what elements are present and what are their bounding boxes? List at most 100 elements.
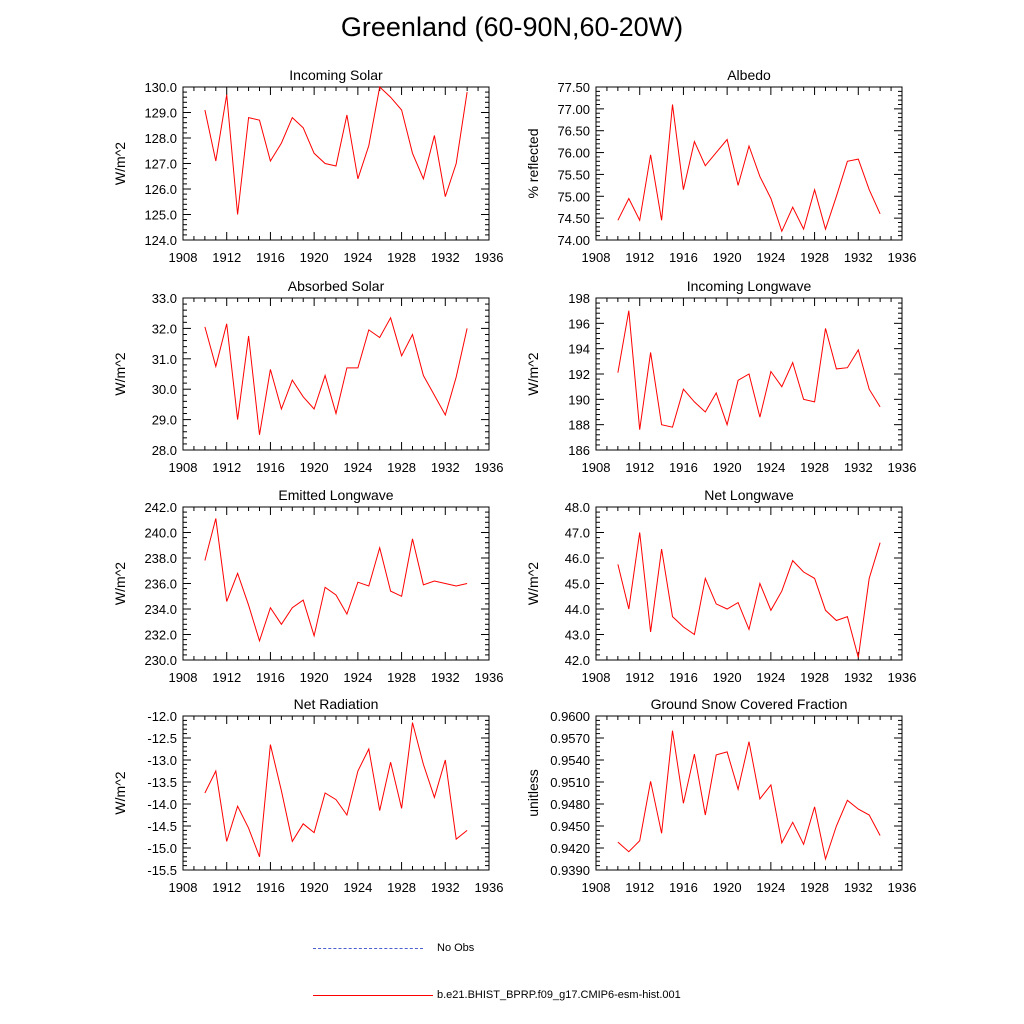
x-tick-label: 1912	[625, 460, 654, 475]
y-tick-label: 130.0	[144, 80, 177, 95]
x-tick-label: 1912	[212, 250, 241, 265]
y-tick-label: 30.0	[152, 382, 177, 397]
plot-frame	[182, 297, 490, 451]
panel-title: Emitted Longwave	[278, 487, 393, 503]
x-tick-label: 1936	[888, 460, 917, 475]
x-tick-label: 1920	[713, 880, 742, 895]
y-tick-label: 236.0	[144, 577, 177, 592]
y-tick-label: -15.5	[147, 863, 177, 878]
x-tick-label: 1924	[343, 250, 372, 265]
y-tick-label: 45.0	[565, 577, 590, 592]
y-tick-label: 32.0	[152, 321, 177, 336]
y-tick-label: 194	[568, 342, 590, 357]
legend-line-model	[313, 995, 433, 996]
y-tick-label: 74.00	[557, 233, 590, 248]
y-tick-label: 77.50	[557, 80, 590, 95]
x-tick-label: 1920	[300, 670, 329, 685]
y-tick-label: 129.0	[144, 106, 177, 121]
x-tick-label: 1912	[212, 670, 241, 685]
x-tick-label: 1920	[300, 460, 329, 475]
x-tick-label: 1916	[256, 250, 285, 265]
series-line	[617, 310, 881, 430]
x-tick-label: 1912	[625, 880, 654, 895]
y-tick-label: 196	[568, 316, 590, 331]
y-tick-label: 127.0	[144, 157, 177, 172]
panel-title: Absorbed Solar	[288, 278, 385, 294]
x-tick-label: 1936	[888, 880, 917, 895]
x-tick-label: 1908	[169, 670, 198, 685]
y-tick-label: 0.9510	[550, 775, 590, 790]
y-tick-label: 75.50	[557, 167, 590, 182]
x-tick-label: 1908	[169, 880, 198, 895]
x-tick-label: 1924	[756, 670, 785, 685]
x-tick-label: 1924	[343, 460, 372, 475]
y-tick-label: 0.9570	[550, 731, 590, 746]
series-line	[617, 730, 881, 861]
y-axis-label: % reflected	[525, 128, 541, 198]
series-line	[204, 518, 468, 643]
y-tick-label: 238.0	[144, 551, 177, 566]
legend-label-no-obs: No Obs	[437, 942, 475, 954]
y-tick-label: 74.50	[557, 211, 590, 226]
x-tick-label: 1924	[756, 880, 785, 895]
y-tick-label: 48.0	[565, 500, 590, 515]
y-tick-label: 126.0	[144, 182, 177, 197]
x-tick-label: 1936	[888, 250, 917, 265]
x-tick-label: 1920	[713, 670, 742, 685]
panel-albedo: Albedo % reflected 1908 1912 1916 1920 1924 192…	[525, 67, 916, 265]
panel-ground-snow-covered-fraction: Ground Snow Covered Fraction unitless 1908…	[525, 696, 916, 895]
y-tick-label: 242.0	[144, 500, 177, 515]
x-tick-label: 1932	[844, 250, 873, 265]
y-tick-label: 186	[568, 443, 590, 458]
x-tick-label: 1916	[256, 670, 285, 685]
x-tick-label: 1928	[800, 880, 829, 895]
x-tick-label: 1932	[844, 880, 873, 895]
x-tick-label: 1920	[713, 460, 742, 475]
panel-net-radiation: Net Radiation W/m^2 1908 1912 1916 1920 1924 19…	[112, 696, 503, 895]
y-axis-label: W/m^2	[112, 562, 128, 605]
series-line	[204, 86, 468, 215]
x-tick-label: 1908	[582, 670, 611, 685]
x-tick-label: 1932	[844, 460, 873, 475]
y-tick-label: 0.9600	[550, 709, 590, 724]
panel-title: Net Radiation	[294, 696, 379, 712]
x-tick-label: 1928	[387, 880, 416, 895]
legend-line-no-obs	[313, 948, 423, 949]
y-tick-label: -15.0	[147, 841, 177, 856]
x-tick-label: 1924	[756, 460, 785, 475]
y-tick-label: 0.9420	[550, 841, 590, 856]
y-tick-label: 42.0	[565, 653, 590, 668]
x-tick-label: 1932	[431, 670, 460, 685]
x-tick-label: 1928	[387, 670, 416, 685]
panel-title: Net Longwave	[704, 487, 794, 503]
x-tick-label: 1924	[343, 880, 372, 895]
plot-frame	[595, 86, 903, 241]
x-tick-label: 1908	[169, 250, 198, 265]
y-tick-label: -12.0	[147, 709, 177, 724]
x-tick-label: 1932	[844, 670, 873, 685]
x-tick-label: 1928	[387, 250, 416, 265]
x-tick-label: 1912	[212, 460, 241, 475]
y-tick-label: -13.0	[147, 753, 177, 768]
plot-frame	[595, 715, 903, 871]
y-tick-label: 0.9480	[550, 797, 590, 812]
y-tick-label: 128.0	[144, 131, 177, 146]
x-tick-label: 1908	[582, 880, 611, 895]
x-tick-label: 1932	[431, 880, 460, 895]
y-tick-label: 76.50	[557, 124, 590, 139]
y-tick-label: 230.0	[144, 653, 177, 668]
y-tick-label: 124.0	[144, 233, 177, 248]
x-tick-label: 1920	[300, 250, 329, 265]
plot-frame	[182, 86, 490, 241]
x-tick-label: 1916	[256, 460, 285, 475]
panel-title: Albedo	[727, 67, 771, 83]
x-tick-label: 1928	[800, 250, 829, 265]
y-tick-label: 188	[568, 418, 590, 433]
x-tick-label: 1912	[625, 250, 654, 265]
x-tick-label: 1936	[475, 670, 504, 685]
plot-frame	[595, 506, 903, 661]
y-tick-label: 240.0	[144, 526, 177, 541]
series-line	[617, 532, 881, 658]
y-tick-label: -12.5	[147, 731, 177, 746]
